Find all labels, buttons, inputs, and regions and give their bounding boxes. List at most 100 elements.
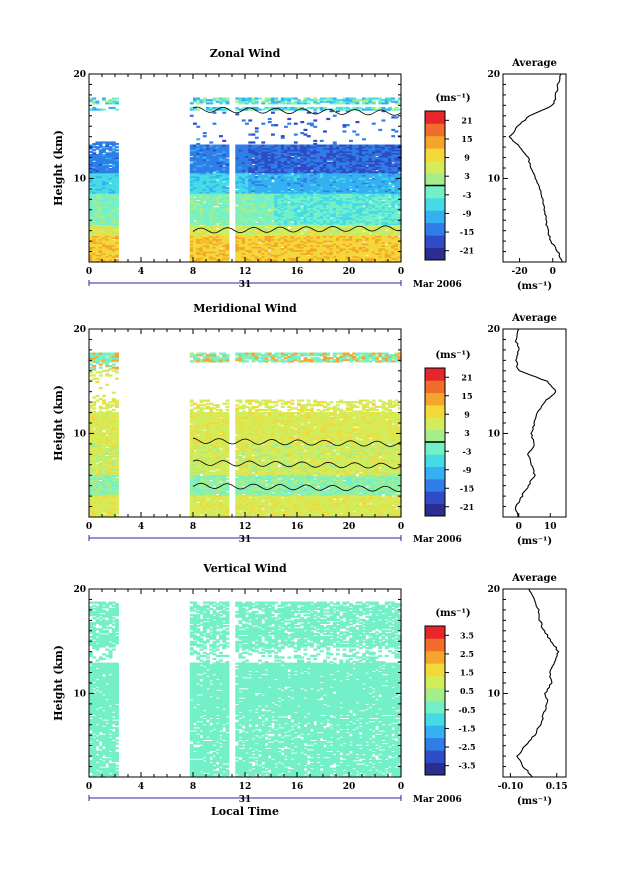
heatmap-cell xyxy=(189,183,194,186)
heatmap-cell xyxy=(189,255,194,258)
heatmap-cell xyxy=(241,168,246,171)
heatmap-cell xyxy=(193,153,197,157)
heatmap-cell xyxy=(202,100,207,103)
heatmap-cell xyxy=(202,238,207,241)
heatmap-cell xyxy=(105,233,110,236)
heatmap-cell xyxy=(264,199,269,202)
heatmap-cell xyxy=(98,166,103,169)
heatmap-cell xyxy=(102,204,106,207)
heatmap-cell xyxy=(98,183,103,186)
heatmap-cell xyxy=(89,193,93,196)
heatmap-cell xyxy=(264,200,269,204)
heatmap-cell xyxy=(264,229,269,232)
heatmap-cell xyxy=(277,221,282,224)
heatmap-cell xyxy=(196,210,201,213)
heatmap-cell xyxy=(287,122,292,125)
heatmap-cell xyxy=(102,196,106,199)
heatmap-cell xyxy=(238,172,243,175)
heatmap-cell xyxy=(98,177,103,180)
heatmap-cell xyxy=(267,166,272,169)
heatmap-cell xyxy=(254,238,259,241)
heatmap-cell xyxy=(261,152,266,155)
heatmap-cell xyxy=(95,213,100,216)
heatmap-cell xyxy=(267,193,272,196)
heatmap-cell xyxy=(206,175,210,178)
heatmap-cell xyxy=(92,233,97,236)
heatmap-cell xyxy=(193,150,197,153)
heatmap-cell xyxy=(206,183,210,186)
heatmap-cell xyxy=(89,221,93,224)
heatmap-cell xyxy=(215,197,220,200)
heatmap-cell xyxy=(89,108,93,111)
heatmap-cell xyxy=(274,221,279,224)
heatmap-cell xyxy=(219,180,223,183)
heatmap-cell xyxy=(102,161,106,164)
heatmap-cell xyxy=(199,233,204,236)
heatmap-cell xyxy=(264,232,269,235)
heatmap-cell xyxy=(105,164,110,168)
heatmap-cell xyxy=(248,119,253,122)
heatmap-cell xyxy=(280,169,285,172)
heatmap-cell xyxy=(245,191,249,194)
heatmap-cell xyxy=(241,152,246,155)
heatmap-cell xyxy=(193,235,197,238)
heatmap-cell xyxy=(241,194,246,197)
heatmap-cell xyxy=(115,233,119,236)
heatmap-cell xyxy=(111,171,116,174)
heatmap-cell xyxy=(105,182,110,185)
heatmap-cell xyxy=(251,175,256,178)
heatmap-cell xyxy=(108,235,113,238)
heatmap-cell xyxy=(209,221,214,224)
heatmap-cell xyxy=(102,208,106,211)
heatmap-cell xyxy=(258,157,262,160)
heatmap-cell xyxy=(95,161,100,164)
heatmap-cell xyxy=(225,153,230,157)
heatmap-cell xyxy=(202,183,207,186)
heatmap-cell xyxy=(225,241,230,244)
heatmap-cell xyxy=(280,152,285,155)
heatmap-cell xyxy=(277,215,282,218)
heatmap-cell xyxy=(222,251,227,254)
heatmap-cell xyxy=(241,216,246,219)
heatmap-cell xyxy=(274,202,279,205)
heatmap-cell xyxy=(261,157,266,160)
heatmap-cell xyxy=(209,180,214,183)
heatmap-cell xyxy=(219,100,223,103)
heatmap-cell xyxy=(254,189,259,193)
heatmap-cell xyxy=(254,191,259,194)
heatmap-cell xyxy=(92,199,97,202)
heatmap-cell xyxy=(238,189,243,193)
heatmap-cell xyxy=(209,186,214,189)
heatmap-cell xyxy=(196,204,201,207)
heatmap-cell xyxy=(98,227,103,230)
heatmap-cell xyxy=(98,230,103,233)
heatmap-cell xyxy=(196,254,201,257)
heatmap-cell xyxy=(326,117,331,121)
heatmap-cell xyxy=(222,208,227,211)
heatmap-cell xyxy=(277,219,282,222)
heatmap-cell xyxy=(212,172,217,175)
heatmap-cell xyxy=(196,144,201,147)
heatmap-cell xyxy=(92,161,97,164)
heatmap-cell xyxy=(209,152,214,155)
heatmap-cell xyxy=(258,171,262,174)
heatmap-cell xyxy=(235,215,240,218)
heatmap-cell xyxy=(251,185,256,188)
heatmap-cell xyxy=(206,205,210,208)
heatmap-cell xyxy=(89,180,93,183)
heatmap-cell xyxy=(274,215,279,218)
heatmap-cell xyxy=(92,215,97,218)
heatmap-cell xyxy=(199,182,204,185)
heatmap-cell xyxy=(89,153,93,157)
heatmap-cell xyxy=(225,229,230,232)
heatmap-cell xyxy=(102,194,106,197)
heatmap-cell xyxy=(245,193,249,196)
heatmap-cell xyxy=(235,199,240,202)
heatmap-cell xyxy=(215,169,220,172)
heatmap-cell xyxy=(241,149,246,152)
heatmap-cell xyxy=(280,163,285,166)
heatmap-cell xyxy=(274,213,279,216)
heatmap-cell xyxy=(251,233,256,236)
heatmap-cell xyxy=(251,155,256,158)
heatmap-cell xyxy=(212,150,217,153)
